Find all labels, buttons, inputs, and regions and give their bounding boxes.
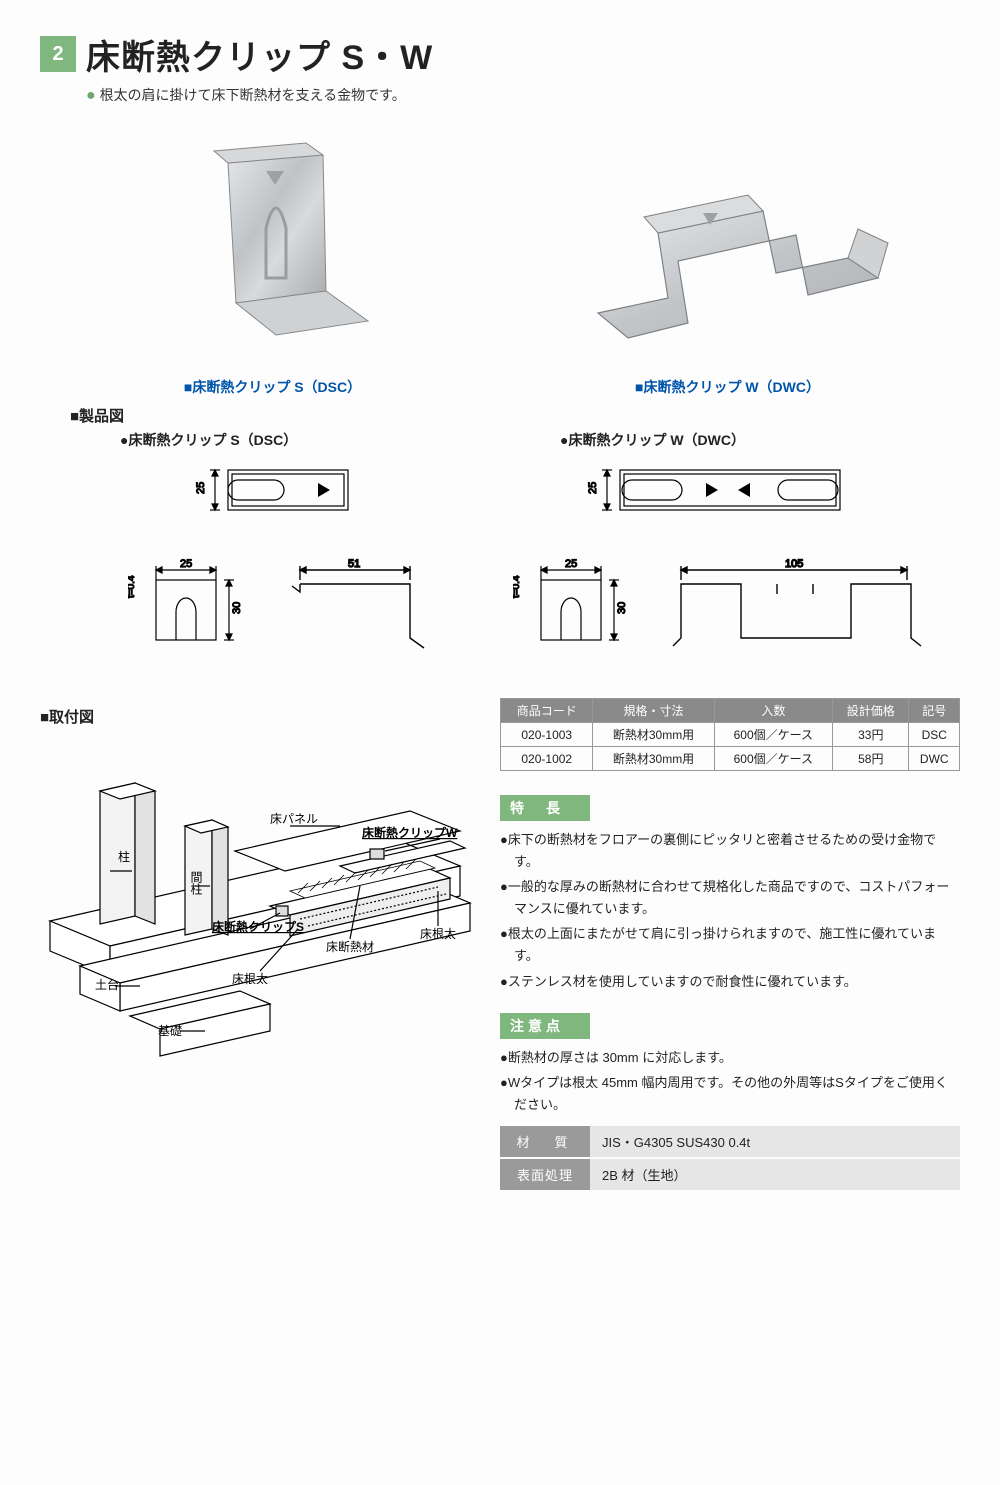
product-s: ■床断熱クリップ S（DSC）	[60, 123, 485, 397]
note-item: ●断熱材の厚さは 30mm に対応します。	[500, 1047, 960, 1069]
page-subtitle: ● 根太の肩に掛けて床下断熱材を支える金物です。	[86, 85, 960, 105]
product-drawing-heading: ■製品図	[70, 405, 960, 426]
features-list: ●床下の断熱材をフロアーの裏側にピッタリと密着させるための受け金物です。 ●一般…	[500, 829, 960, 993]
bullet-icon: ●	[86, 87, 96, 104]
spec-cell: 600個／ケース	[714, 747, 833, 771]
product-s-caption: ■床断熱クリップ S（DSC）	[60, 377, 485, 397]
svg-text:床根太: 床根太	[420, 926, 456, 941]
svg-text:30: 30	[231, 602, 243, 614]
bottom-section: ■取付図	[40, 698, 960, 1190]
note-item: ●Wタイプは根太 45mm 幅内周用です。その他の外周等はSタイプをご使用くださ…	[500, 1072, 960, 1116]
drawing-s-side: 51	[282, 558, 432, 668]
drawing-w-top: 25	[510, 458, 930, 528]
svg-text:基礎: 基礎	[158, 1024, 182, 1038]
feature-item: ●一般的な厚みの断熱材に合わせて規格化した商品ですので、コストパフォーマンスに優…	[500, 876, 960, 920]
svg-text:床断熱材: 床断熱材	[326, 939, 374, 954]
installation-heading: ■取付図	[40, 706, 480, 727]
product-w-caption: ■床断熱クリップ W（DWC）	[515, 377, 940, 397]
spec-cell: 断熱材30mm用	[593, 723, 714, 747]
svg-text:t=0.4: t=0.4	[128, 575, 137, 598]
svg-text:30: 30	[616, 602, 628, 614]
spec-row: 020-1003 断熱材30mm用 600個／ケース 33円 DSC	[501, 723, 960, 747]
svg-text:間柱: 間柱	[189, 871, 203, 896]
svg-text:床断熱クリップS: 床断熱クリップS	[212, 919, 304, 934]
spec-cell: 33円	[833, 723, 909, 747]
surface-label: 表面処理	[500, 1159, 590, 1190]
installation-diagram: 柱 間柱 床パネル 床断熱クリップW 床断熱クリップS 床断熱材 床根太 床根太…	[40, 731, 480, 1061]
spec-cell: DWC	[909, 747, 960, 771]
features-heading: 特 長	[500, 795, 590, 821]
svg-text:土台: 土台	[95, 977, 119, 992]
svg-text:柱: 柱	[118, 849, 130, 864]
spec-th: 商品コード	[501, 699, 593, 723]
drawing-w-bottom: t=0.4 25 30 105	[510, 558, 930, 668]
spec-cell: 断熱材30mm用	[593, 747, 714, 771]
section-number-badge: 2	[40, 36, 76, 72]
product-s-image	[60, 123, 485, 373]
notes-heading: 注意点	[500, 1013, 590, 1039]
spec-cell: 58円	[833, 747, 909, 771]
svg-text:25: 25	[195, 482, 207, 494]
svg-text:51: 51	[348, 558, 360, 570]
spec-header-row: 商品コード 規格・寸法 入数 設計価格 記号	[501, 699, 960, 723]
spec-cell: DSC	[909, 723, 960, 747]
drawing-w-side: 105	[667, 558, 927, 668]
drawing-s-top: 25	[70, 458, 490, 528]
surface-row: 表面処理 2B 材（生地）	[500, 1159, 960, 1190]
svg-text:t=0.4: t=0.4	[513, 575, 522, 598]
drawings-top-row: 25 t=0.4 25	[70, 458, 930, 668]
spec-row: 020-1002 断熱材30mm用 600個／ケース 58円 DWC	[501, 747, 960, 771]
svg-text:床断熱クリップW: 床断熱クリップW	[362, 825, 458, 840]
svg-text:床パネル: 床パネル	[270, 812, 318, 826]
drawing-s-bottom: t=0.4 25 30 51	[70, 558, 490, 668]
material-row: 材 質 JIS・G4305 SUS430 0.4t	[500, 1126, 960, 1157]
subtitle-text: 根太の肩に掛けて床下断熱材を支える金物です。	[100, 87, 406, 103]
svg-text:105: 105	[785, 558, 803, 570]
svg-text:25: 25	[180, 558, 192, 570]
feature-item: ●根太の上面にまたがせて肩に引っ掛けられますので、施工性に優れています。	[500, 923, 960, 967]
svg-text:25: 25	[565, 558, 577, 570]
product-w-image	[515, 123, 940, 373]
svg-text:25: 25	[587, 482, 599, 494]
spec-th: 記号	[909, 699, 960, 723]
spec-th: 設計価格	[833, 699, 909, 723]
spec-th: 入数	[714, 699, 833, 723]
spec-cell: 020-1003	[501, 723, 593, 747]
page-title: 床断熱クリップ S・W	[86, 30, 433, 79]
svg-text:床根太: 床根太	[232, 971, 268, 986]
drawing-w-label: ●床断熱クリップ W（DWC）	[560, 430, 930, 450]
spec-table: 商品コード 規格・寸法 入数 設計価格 記号 020-1003 断熱材30mm用…	[500, 698, 960, 771]
notes-list: ●断熱材の厚さは 30mm に対応します。 ●Wタイプは根太 45mm 幅内周用…	[500, 1047, 960, 1116]
page-header: 2 床断熱クリップ S・W	[40, 30, 960, 79]
material-label: 材 質	[500, 1126, 590, 1157]
product-photo-row: ■床断熱クリップ S（DSC） ■床断熱クリップ W（DWC）	[60, 123, 940, 397]
drawing-s-label: ●床断熱クリップ S（DSC）	[120, 430, 490, 450]
product-w: ■床断熱クリップ W（DWC）	[515, 123, 940, 397]
spec-cell: 600個／ケース	[714, 723, 833, 747]
surface-value: 2B 材（生地）	[590, 1159, 960, 1190]
spec-th: 規格・寸法	[593, 699, 714, 723]
feature-item: ●ステンレス材を使用していますので耐食性に優れています。	[500, 971, 960, 993]
feature-item: ●床下の断熱材をフロアーの裏側にピッタリと密着させるための受け金物です。	[500, 829, 960, 873]
spec-cell: 020-1002	[501, 747, 593, 771]
material-value: JIS・G4305 SUS430 0.4t	[590, 1126, 960, 1157]
